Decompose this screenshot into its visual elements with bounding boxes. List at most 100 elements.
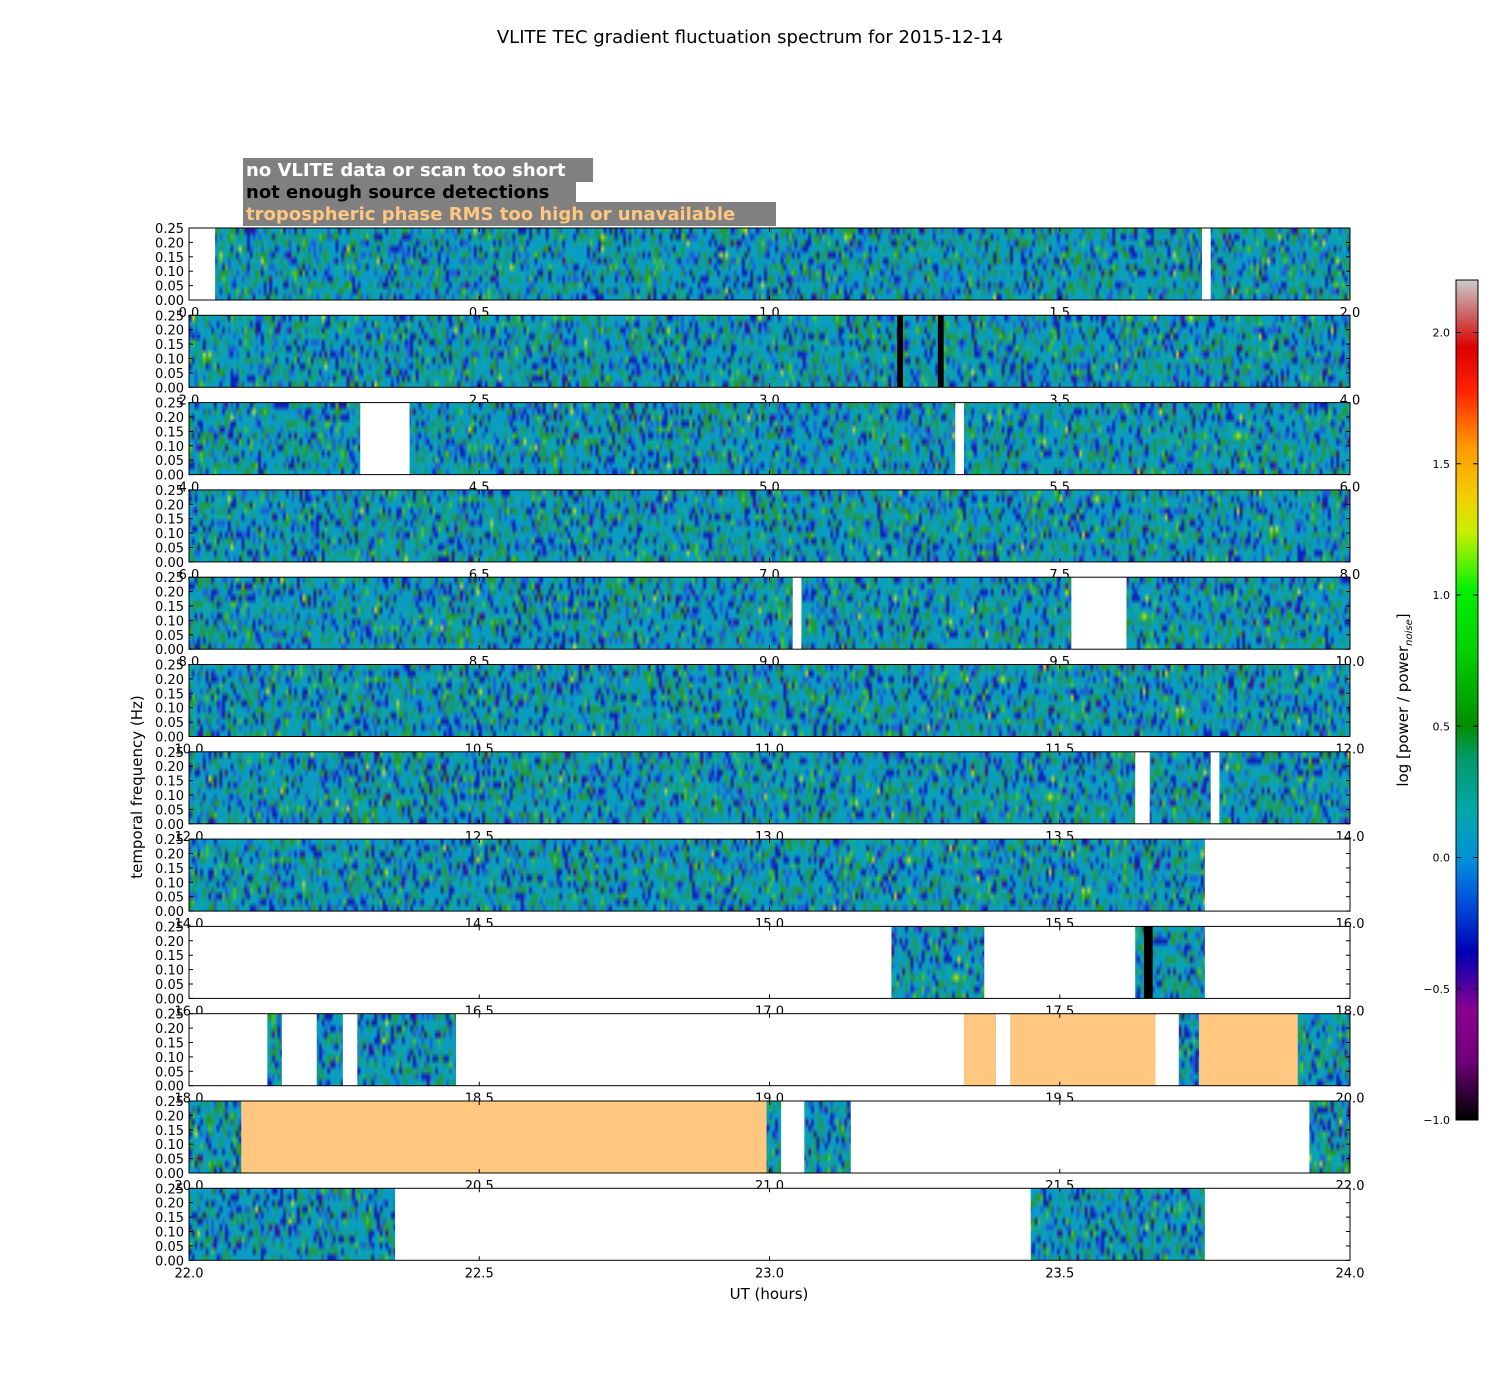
colorbar-label-main: log [power / power xyxy=(1394,645,1412,787)
y-tick-label: 0.25 xyxy=(155,397,184,412)
spectrum-heatmap xyxy=(189,751,1350,824)
y-tick-label: 0.05 xyxy=(155,978,184,993)
y-tick-label: 0.15 xyxy=(155,1124,184,1139)
flag-segment-none xyxy=(1210,751,1220,824)
flag-segment-none xyxy=(781,1101,805,1173)
panel-1: 0.000.050.100.150.200.250.0 0.5 1.0 1.5 2.0 xyxy=(155,222,1360,321)
y-tick-label: 0.20 xyxy=(155,1109,184,1124)
spectrum-heatmap xyxy=(189,664,1350,737)
panel-3: 0.000.050.100.150.200.254.0 4.5 5.0 5.5 6.0 xyxy=(155,397,1360,496)
flag-segment-none xyxy=(189,1013,268,1086)
y-tick-label: 0.20 xyxy=(155,935,184,950)
flag-segment-none xyxy=(395,1188,1031,1261)
y-tick-label: 0.25 xyxy=(155,484,184,499)
y-tick-label: 0.00 xyxy=(155,556,184,571)
flag-segment-none xyxy=(360,402,410,475)
y-tick-label: 0.25 xyxy=(155,920,184,935)
y-tick-label: 0.05 xyxy=(155,367,184,382)
colorbar-tick-label: −0.5 xyxy=(1423,983,1450,996)
colorbar-ticks: −1.0 −0.5 0.0 0.5 1.0 1.5 2.0 xyxy=(1423,327,1478,1127)
y-tick-label: 0.10 xyxy=(155,1138,184,1153)
y-tick-label: 0.10 xyxy=(155,440,184,455)
y-tick-label: 0.15 xyxy=(155,513,184,528)
panel-5: 0.000.050.100.150.200.258.0 8.5 9.0 9.5 10.0 xyxy=(155,571,1364,670)
y-tick-label: 0.00 xyxy=(155,469,184,484)
y-tick-label: 0.00 xyxy=(155,905,184,920)
y-tick-label: 0.15 xyxy=(155,338,184,353)
colorbar-tick-label: 0.5 xyxy=(1433,720,1451,733)
y-tick-label: 0.25 xyxy=(155,571,184,586)
colorbar-tick-label: 2.0 xyxy=(1433,327,1451,340)
spectrum-heatmap xyxy=(189,228,1350,300)
flag-segment-detect xyxy=(937,315,944,388)
y-tick-label: 0.10 xyxy=(155,614,184,629)
y-axis-label: temporal frequency (Hz) xyxy=(128,695,146,879)
y-tick-label: 0.10 xyxy=(155,1051,184,1066)
flag-segment-none xyxy=(281,1013,317,1086)
y-tick-label: 0.15 xyxy=(155,251,184,266)
y-tick-label: 0.10 xyxy=(155,527,184,542)
flag-segment-tropo xyxy=(1199,1013,1298,1086)
y-tick-label: 0.10 xyxy=(155,789,184,804)
y-tick-label: 0.20 xyxy=(155,760,184,775)
flag-segment-none xyxy=(189,228,216,300)
y-tick-label: 0.10 xyxy=(155,964,184,979)
flag-segment-none xyxy=(1204,1188,1350,1261)
y-tick-label: 0.15 xyxy=(155,949,184,964)
y-tick-label: 0.05 xyxy=(155,280,184,295)
y-tick-label: 0.15 xyxy=(155,1037,184,1052)
colorbar-label: log [power / powernoise] xyxy=(1394,613,1415,786)
flag-segment-none xyxy=(995,1013,1011,1086)
y-tick-label: 0.25 xyxy=(155,1095,184,1110)
y-tick-label: 0.15 xyxy=(155,862,184,877)
y-tick-label: 0.10 xyxy=(155,876,184,891)
y-tick-label: 0.25 xyxy=(155,833,184,848)
y-tick-label: 0.00 xyxy=(155,294,184,309)
flag-segment-detect xyxy=(1143,926,1153,999)
x-tick-label: 23.5 xyxy=(1045,1266,1074,1281)
y-tick-label: 0.00 xyxy=(155,992,184,1007)
flag-segment-none xyxy=(955,402,964,475)
y-tick-label: 0.15 xyxy=(155,687,184,702)
flag-segment-none xyxy=(1204,926,1350,999)
colorbar-tick-label: 1.5 xyxy=(1433,458,1451,471)
y-tick-label: 0.05 xyxy=(155,716,184,731)
y-tick-label: 0.00 xyxy=(155,381,184,396)
x-tick-label: 23.0 xyxy=(755,1266,784,1281)
y-tick-label: 0.05 xyxy=(155,891,184,906)
spectrum-heatmap xyxy=(189,315,1350,388)
y-tick-label: 0.00 xyxy=(155,1254,184,1269)
y-tick-label: 0.20 xyxy=(155,236,184,251)
colorbar-label-end: ] xyxy=(1394,613,1412,619)
y-tick-label: 0.25 xyxy=(155,222,184,237)
y-tick-label: 0.05 xyxy=(155,803,184,818)
y-tick-label: 0.05 xyxy=(155,542,184,557)
flag-segment-none xyxy=(342,1013,358,1086)
y-tick-label: 0.00 xyxy=(155,1167,184,1182)
spectrum-heatmap xyxy=(189,577,1350,650)
flag-segment-none xyxy=(1135,751,1150,824)
y-tick-label: 0.05 xyxy=(155,1153,184,1168)
y-tick-label: 0.20 xyxy=(155,586,184,601)
y-tick-label: 0.20 xyxy=(155,1197,184,1212)
panel-4: 0.000.050.100.150.200.256.0 6.5 7.0 7.5 8.0 xyxy=(155,484,1360,583)
flag-segment-tropo xyxy=(1010,1013,1156,1086)
colorbar: −1.0 −0.5 0.0 0.5 1.0 1.5 2.0 log [power / pow… xyxy=(1394,279,1479,1127)
legend: no VLITE data or scan too short not enou… xyxy=(243,158,776,226)
y-tick-label: 0.25 xyxy=(155,309,184,324)
panels: 0.000.050.100.150.200.250.0 0.5 1.0 1.5 2.00… xyxy=(155,222,1364,1281)
y-tick-label: 0.05 xyxy=(155,629,184,644)
y-tick-label: 0.00 xyxy=(155,1080,184,1095)
y-tick-label: 0.00 xyxy=(155,731,184,746)
panel-2: 0.000.050.100.150.200.252.0 2.5 3.0 3.5 4.0 xyxy=(155,309,1360,408)
chart-title: VLITE TEC gradient fluctuation spectrum … xyxy=(497,27,1003,48)
spectrum-heatmap xyxy=(189,839,1350,912)
flag-segment-none xyxy=(984,926,1136,999)
y-tick-label: 0.20 xyxy=(155,673,184,688)
y-tick-label: 0.25 xyxy=(155,746,184,761)
